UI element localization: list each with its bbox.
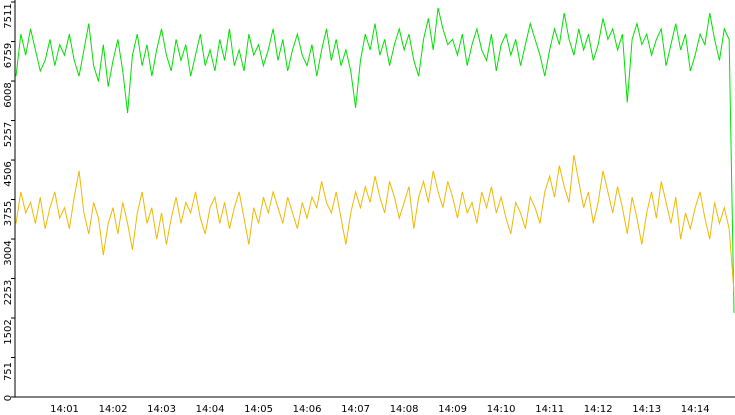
- x-tick-label: 14:01: [50, 404, 79, 415]
- y-tick-label: 0: [3, 395, 14, 401]
- series-line: [15, 7, 735, 313]
- y-tick-label: 5257: [3, 122, 14, 147]
- series-line: [15, 154, 735, 292]
- x-tick-label: 14:11: [535, 404, 564, 415]
- y-tick-label: 4506: [3, 161, 14, 186]
- x-tick-label: 14:05: [244, 404, 273, 415]
- x-tick-label: 14:03: [147, 404, 176, 415]
- y-tick-label: 7511: [3, 3, 14, 28]
- y-tick-label: 2253: [3, 280, 14, 305]
- x-tick-label: 14:09: [438, 404, 467, 415]
- y-tick-label: 6759: [3, 43, 14, 68]
- x-tick-label: 14:10: [487, 404, 516, 415]
- x-tick-label: 14:08: [390, 404, 419, 415]
- x-tick-label: 14:04: [196, 404, 225, 415]
- x-tick-label: 14:13: [632, 404, 661, 415]
- y-tick-label: 1502: [3, 319, 14, 344]
- x-tick-label: 14:06: [293, 404, 322, 415]
- x-tick-label: 14:02: [99, 404, 128, 415]
- x-tick-label: 14:14: [681, 404, 710, 415]
- y-tick-label: 3755: [3, 201, 14, 226]
- x-tick-label: 14:12: [584, 404, 613, 415]
- y-tick-label: 6008: [3, 82, 14, 107]
- y-tick-label: 3004: [3, 240, 14, 265]
- y-tick-label: 751: [3, 362, 14, 381]
- x-tick-label: 14:07: [341, 404, 370, 415]
